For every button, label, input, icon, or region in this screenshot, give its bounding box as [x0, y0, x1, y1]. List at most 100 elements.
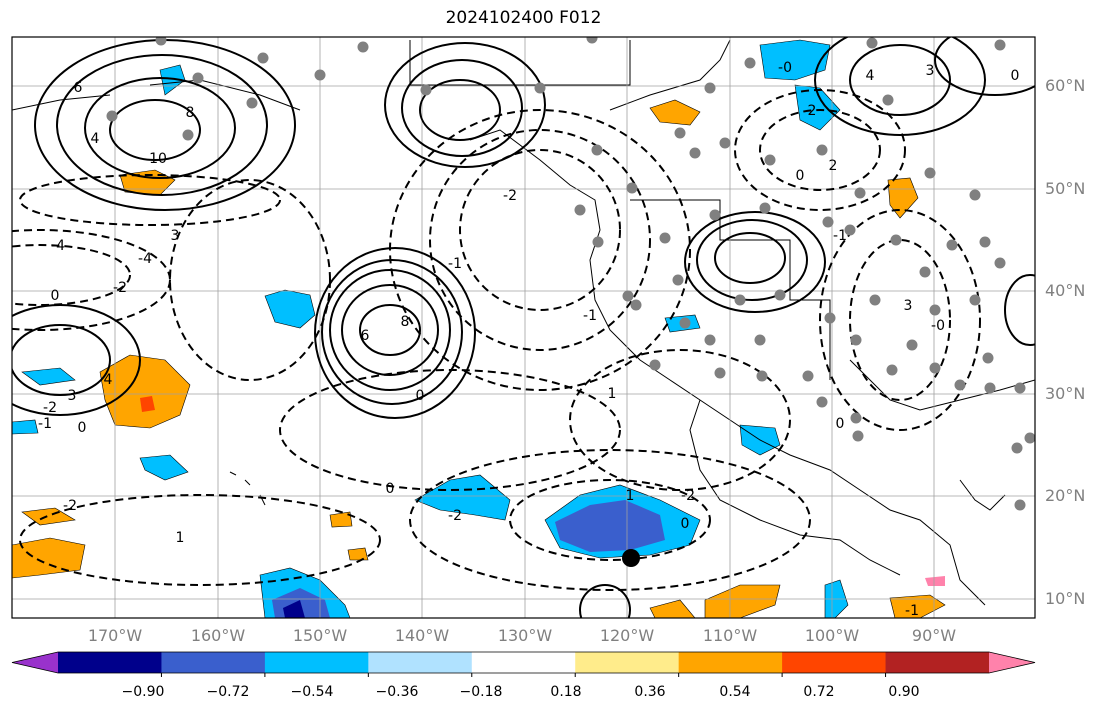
colorbar-tick-label: 0.90 — [888, 684, 920, 700]
shade-positive — [140, 396, 155, 412]
contour-label: 4 — [104, 372, 113, 388]
colorbar-tick-label: 0.18 — [550, 684, 582, 700]
contour-label: -1 — [583, 308, 597, 324]
shade-positive — [99, 354, 191, 429]
contour-label: -1 — [38, 416, 52, 432]
contour-label: 0 — [386, 481, 395, 497]
coastlines — [12, 39, 1035, 606]
colorbar-outline — [11, 651, 1036, 674]
lat-label: 10°N — [1045, 589, 1086, 608]
colorbar-segment — [782, 652, 887, 673]
contour-label: -2 — [503, 188, 517, 204]
colorbar-tick-label: 0.36 — [634, 684, 666, 700]
contour-label: 0 — [51, 288, 60, 304]
colorbar-tick-label: −0.36 — [375, 684, 419, 700]
colorbar-segment — [368, 652, 473, 673]
colorbar-tick-label: −0.72 — [206, 684, 250, 700]
shade-negative — [555, 500, 665, 552]
colorbar-segment — [575, 652, 680, 673]
shade-positive — [12, 537, 86, 579]
contour-label: 4 — [91, 131, 100, 147]
contour-label: 3 — [171, 228, 180, 244]
lon-label: 120°W — [599, 626, 655, 645]
contour-label: -2 — [681, 488, 695, 504]
colorbar-segment — [885, 652, 990, 673]
lat-label: 20°N — [1045, 486, 1086, 505]
map-background — [12, 37, 1035, 618]
contour-label: 6 — [74, 80, 83, 96]
map-frame — [11, 36, 1036, 619]
shade-positive — [329, 511, 353, 528]
colorbar-tick-label: 0.72 — [803, 684, 835, 700]
lon-label: 100°W — [804, 626, 860, 645]
shade-positive — [649, 599, 696, 618]
shade-positive — [649, 99, 701, 126]
shade-negative — [414, 474, 511, 521]
contour-label: -2 — [63, 498, 77, 514]
contour-label: 0 — [416, 388, 425, 404]
lon-label: 90°W — [911, 626, 957, 645]
contour-label: 6 — [361, 328, 370, 344]
contour-label: 0 — [681, 516, 690, 532]
colorbar-segment — [471, 652, 576, 673]
shaded-regions — [12, 39, 946, 618]
shade-negative — [264, 289, 316, 329]
contour-label: 1 — [608, 386, 617, 402]
contour-label: -0 — [778, 60, 792, 76]
contour-label: -4 — [138, 251, 152, 267]
station-dots — [106, 37, 1035, 511]
shade-negative — [21, 367, 76, 386]
colorbar-tick-label: −0.18 — [459, 684, 503, 700]
contour-label: 0 — [78, 420, 87, 436]
colorbar-segment — [161, 652, 266, 673]
contour-label: 3 — [904, 298, 913, 314]
colorbar-tick-label: −0.90 — [121, 684, 165, 700]
contour-label: 8 — [401, 314, 410, 330]
gridlines — [12, 37, 1035, 618]
lat-label: 30°N — [1045, 384, 1086, 403]
contour-label: 3 — [68, 388, 77, 404]
contour-label: 1 — [176, 530, 185, 546]
shade-negative — [759, 39, 831, 81]
lat-label: 60°N — [1045, 76, 1086, 95]
colorbar-extend-high — [989, 652, 1035, 673]
contour-label: 2 — [808, 103, 817, 119]
colorbar-segment — [58, 652, 162, 673]
contour-label: -0 — [931, 318, 945, 334]
storm-center-marker — [622, 549, 640, 567]
contour-label: 8 — [186, 105, 195, 121]
lat-label: 50°N — [1045, 179, 1086, 198]
shade-positive — [704, 584, 781, 618]
contour-label: -2 — [43, 400, 57, 416]
solid-contours — [12, 37, 1035, 618]
lon-label: 160°W — [190, 626, 246, 645]
shade-negative — [283, 600, 305, 618]
contour-label: -1 — [833, 228, 847, 244]
dashed-contours — [12, 89, 981, 591]
lon-label: 170°W — [87, 626, 143, 645]
contour-label: 0 — [796, 168, 805, 184]
colorbar-extend-low — [12, 652, 58, 673]
lon-label: 150°W — [292, 626, 348, 645]
contour-label: 10 — [149, 151, 167, 167]
contour-label: 0 — [1011, 68, 1020, 84]
shade-positive — [887, 177, 919, 219]
shade-negative — [139, 454, 189, 481]
contour-label: -4 — [51, 238, 65, 254]
contour-label: -1 — [448, 256, 462, 272]
contour-label: 4 — [866, 68, 875, 84]
lat-label: 40°N — [1045, 281, 1086, 300]
shade-positive — [889, 594, 946, 618]
shade-positive — [925, 576, 945, 586]
colorbar-tick-label: 0.54 — [719, 684, 751, 700]
colorbar — [11, 651, 1036, 677]
map-title: 2024102400 F012 — [445, 8, 602, 28]
shade-positive — [347, 547, 369, 561]
shade-positive — [21, 507, 76, 526]
contour-label: 0 — [836, 416, 845, 432]
shade-negative — [12, 419, 39, 435]
contour-label: 2 — [829, 158, 838, 174]
contour-label: -2 — [113, 280, 127, 296]
